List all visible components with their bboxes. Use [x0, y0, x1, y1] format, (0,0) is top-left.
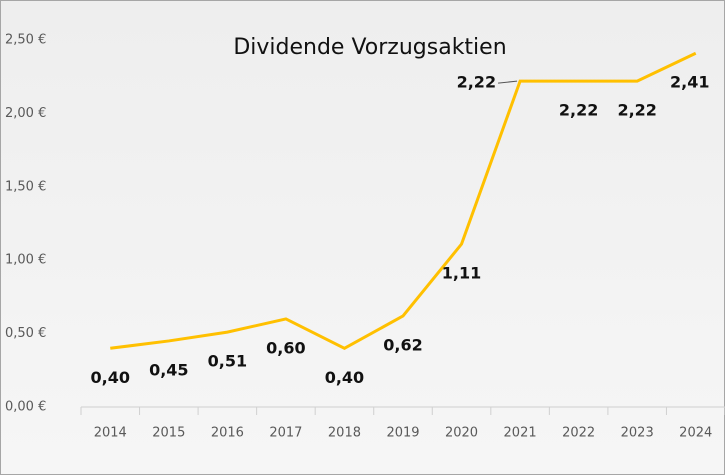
leader-line [498, 80, 518, 84]
data-label: 0,40 [91, 368, 130, 387]
y-tick-label: 2,50 € [5, 33, 46, 48]
data-line [110, 51, 697, 350]
x-tick-label: 2015 [152, 426, 185, 441]
y-tick-label: 1,00 € [5, 253, 46, 268]
y-tick-label: 2,00 € [5, 106, 46, 121]
data-label: 0,45 [149, 360, 188, 379]
chart-title: Dividende Vorzugsaktien [233, 35, 506, 60]
data-label: 0,40 [325, 368, 364, 387]
x-tick-label: 2017 [269, 426, 302, 441]
x-tick-label: 2023 [621, 426, 654, 441]
data-label: 0,51 [208, 352, 247, 371]
x-tick-label: 2014 [94, 426, 127, 441]
x-tick-label: 2022 [562, 426, 595, 441]
x-tick-label: 2020 [445, 426, 478, 441]
data-label: 2,22 [559, 101, 598, 120]
x-tick-label: 2018 [328, 426, 361, 441]
data-label: 2,22 [617, 101, 656, 120]
x-tick-label: 2019 [386, 426, 419, 441]
data-label: 2,22 [457, 73, 496, 92]
y-tick-label: 1,50 € [5, 179, 46, 194]
x-tick-label: 2016 [211, 426, 244, 441]
y-tick-label: 0,00 € [5, 400, 46, 415]
x-tick-label: 2024 [679, 426, 712, 441]
data-label: 0,60 [266, 338, 305, 357]
data-label: 2,41 [670, 73, 709, 92]
data-label: 1,11 [442, 264, 481, 283]
x-tick-label: 2021 [504, 426, 537, 441]
y-tick-label: 0,50 € [5, 326, 46, 341]
data-label: 0,62 [383, 335, 422, 354]
